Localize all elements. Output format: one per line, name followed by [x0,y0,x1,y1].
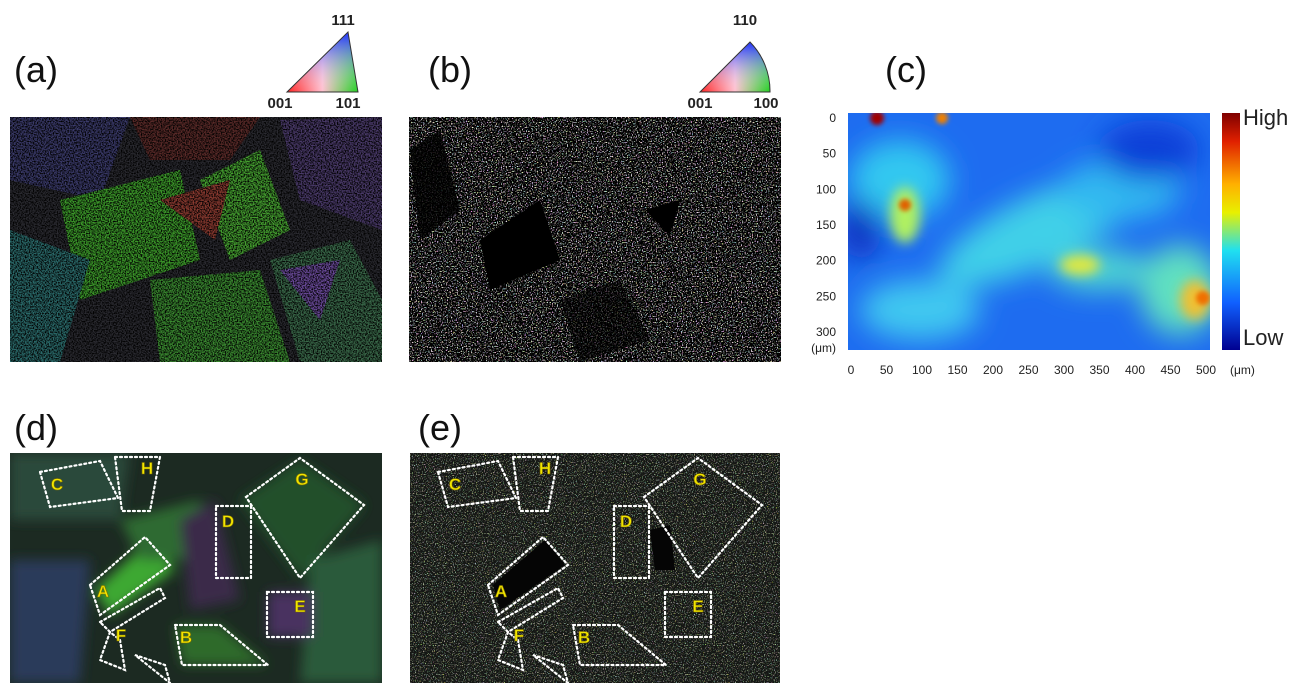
color-key [700,42,770,92]
panel-label: (a) [14,49,58,90]
region-label: B [180,628,192,647]
color-key [287,32,358,92]
colorbar-label: Low [1243,325,1283,350]
x-tick-label: 100 [912,363,932,377]
region-label: F [514,626,524,645]
orientation-map [10,453,382,683]
axis-unit: (μm) [811,341,836,355]
region-label: E [692,597,703,616]
y-tick-label: 100 [816,182,836,196]
x-tick-label: 350 [1089,363,1109,377]
x-tick-label: 200 [983,363,1003,377]
panel-label: (c) [885,49,927,90]
key-label: 111 [331,12,354,29]
axis-unit: (μm) [1230,363,1255,377]
colorbar-label: High [1243,105,1288,130]
orientation-map [410,453,780,683]
key-label: 110 [733,12,757,29]
heatmap [840,111,1220,350]
region-label: F [116,626,126,645]
orientation-map [409,117,781,362]
key-label: 001 [687,95,712,112]
region-label: A [97,582,109,601]
region-label: G [295,470,308,489]
colorbar [1222,113,1240,350]
y-tick-label: 150 [816,218,836,232]
x-tick-label: 450 [1160,363,1180,377]
region-label: B [578,628,590,647]
region-label: C [51,475,63,494]
region-label: H [141,459,153,478]
region-label: D [620,512,632,531]
x-tick-label: 300 [1054,363,1074,377]
x-tick-label: 150 [947,363,967,377]
panel-label: (d) [14,407,58,448]
y-tick-label: 300 [816,325,836,339]
panel-label: (b) [428,49,472,90]
region-label: A [495,582,507,601]
y-tick-label: 0 [829,111,836,125]
y-tick-label: 200 [816,254,836,268]
region-label: E [294,597,305,616]
region-label: C [449,475,461,494]
x-tick-label: 500 [1196,363,1216,377]
x-tick-label: 50 [880,363,894,377]
key-label: 100 [753,95,778,112]
y-tick-label: 250 [816,289,836,303]
key-label: 101 [335,95,360,112]
key-label: 001 [267,95,292,112]
x-tick-label: 250 [1018,363,1038,377]
panel-label: (e) [418,407,462,448]
x-tick-label: 400 [1125,363,1145,377]
y-tick-label: 50 [823,147,837,161]
region-label: D [222,512,234,531]
orientation-map [10,117,382,362]
figure: (a) 111 001 101 (b) 110 001 100 [0,0,1293,683]
x-tick-label: 0 [848,363,855,377]
region-label: H [539,459,551,478]
region-label: G [693,470,706,489]
